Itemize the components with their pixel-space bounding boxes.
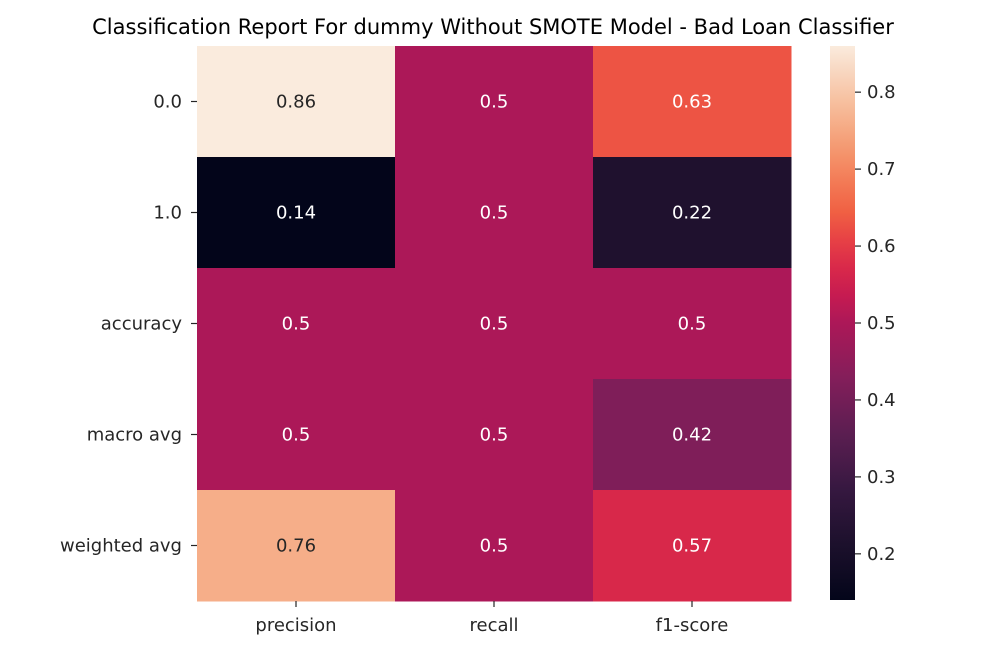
cell-annotation: 0.5 <box>480 536 509 557</box>
cell-annotation: 0.5 <box>480 203 509 224</box>
heatmap-cell <box>593 157 792 269</box>
colorbar: 0.2 0.3 0.4 0.5 0.6 0.7 0.8 <box>830 46 896 600</box>
cell-annotation: 0.5 <box>282 314 311 335</box>
cell-annotation: 0.76 <box>276 536 316 557</box>
cell-annotation: 0.5 <box>480 425 509 446</box>
heatmap-cell <box>593 46 792 158</box>
colorbar-gradient <box>830 46 855 600</box>
colorbar-tick-label: 0.6 <box>867 236 896 257</box>
heatmap-cell <box>593 379 792 491</box>
colorbar-tick-label: 0.4 <box>867 390 896 411</box>
cell-annotation: 0.5 <box>480 92 509 113</box>
y-tick-label: 1.0 <box>153 203 182 224</box>
y-tick-label: accuracy <box>101 314 183 335</box>
colorbar-tick-label: 0.8 <box>867 82 896 103</box>
x-tick-label: precision <box>255 615 336 636</box>
colorbar-tick-label: 0.2 <box>867 544 896 565</box>
heatmap-cell <box>395 46 594 158</box>
x-tick-label: recall <box>469 615 518 636</box>
heatmap-cell <box>197 157 396 269</box>
cell-annotation: 0.63 <box>672 92 712 113</box>
x-tick-labels: precision recall f1-score <box>255 601 728 636</box>
cell-annotation: 0.14 <box>276 203 316 224</box>
colorbar-tick-label: 0.7 <box>867 159 896 180</box>
y-tick-labels: 0.0 1.0 accuracy macro avg weighted avg <box>60 92 197 557</box>
cell-annotation: 0.5 <box>480 314 509 335</box>
cell-annotation: 0.22 <box>672 203 712 224</box>
chart-title: Classification Report For dummy Without … <box>92 15 894 39</box>
heatmap-cell <box>593 490 792 602</box>
cell-annotation: 0.42 <box>672 425 712 446</box>
cell-annotations: 0.86 0.5 0.63 0.14 0.5 0.22 0.5 0.5 0.5 0.5 0.5 0.4… <box>276 92 712 557</box>
colorbar-tick-label: 0.3 <box>867 467 896 488</box>
heatmap-cell <box>395 157 594 269</box>
heatmap-cell <box>593 268 792 380</box>
y-tick-label: macro avg <box>87 425 182 446</box>
heatmap-cell <box>395 379 594 491</box>
cell-annotation: 0.86 <box>276 92 316 113</box>
heatmap-cell <box>197 490 396 602</box>
heatmap-cell <box>197 379 396 491</box>
cell-annotation: 0.57 <box>672 536 712 557</box>
y-tick-label: weighted avg <box>60 536 182 557</box>
y-tick-label: 0.0 <box>153 92 182 113</box>
colorbar-tick-label: 0.5 <box>867 313 896 334</box>
heatmap-cell <box>395 268 594 380</box>
heatmap-cell <box>395 490 594 602</box>
heatmap-cells <box>197 46 792 602</box>
cell-annotation: 0.5 <box>678 314 707 335</box>
heatmap-cell <box>197 268 396 380</box>
x-tick-label: f1-score <box>656 615 729 636</box>
cell-annotation: 0.5 <box>282 425 311 446</box>
heatmap-cell <box>197 46 396 158</box>
